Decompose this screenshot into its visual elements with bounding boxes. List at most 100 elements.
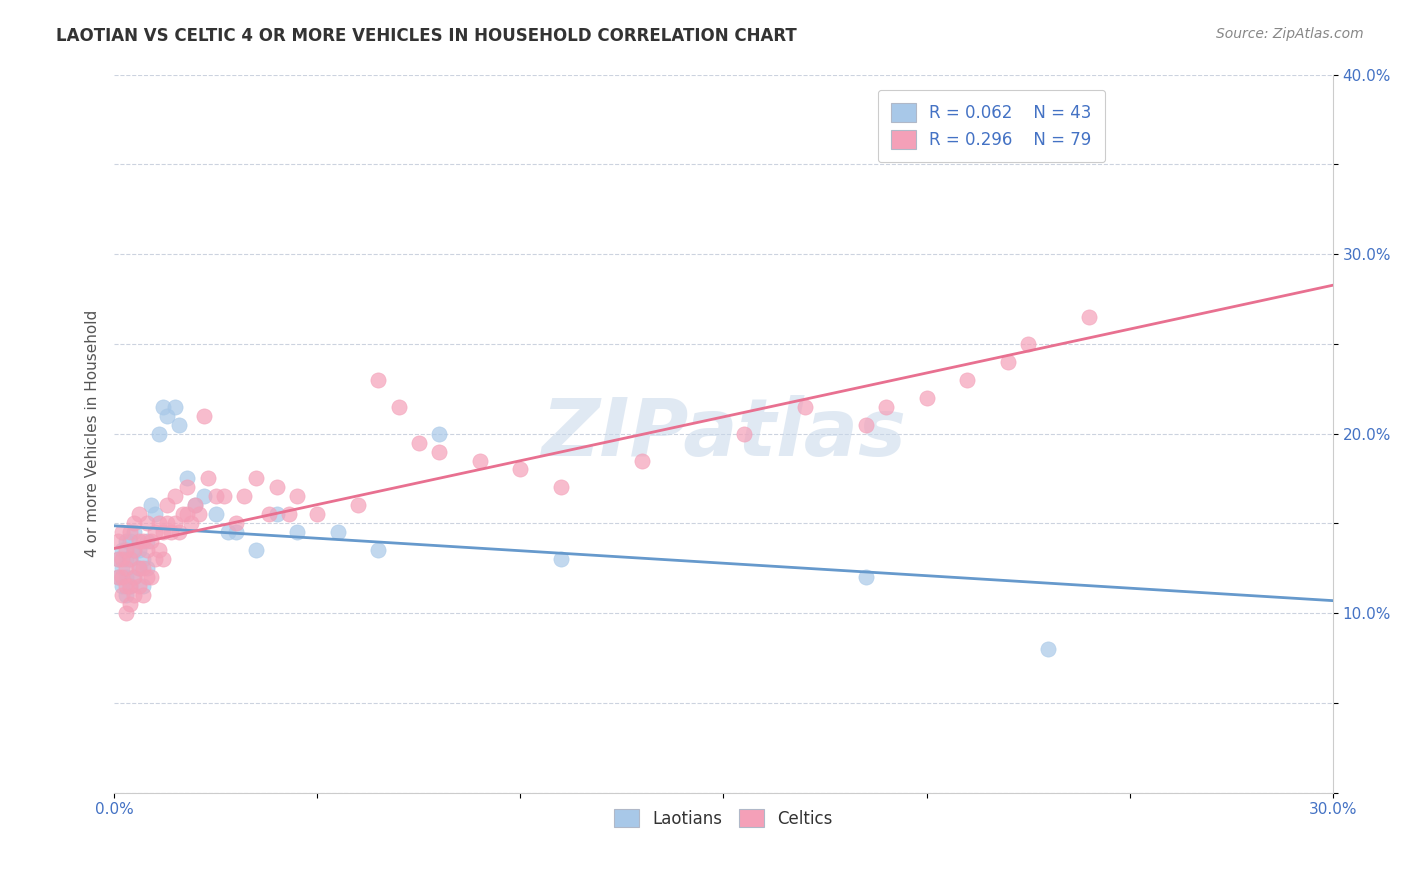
Point [408,435,430,450]
Point [266,480,288,494]
Point [128,561,150,575]
Point [152,525,174,540]
Point [193,490,215,504]
Point [115,570,138,584]
Point [347,499,370,513]
Point [124,525,146,540]
Point [793,400,815,414]
Point [128,561,150,575]
Text: Source: ZipAtlas.com: Source: ZipAtlas.com [1216,27,1364,41]
Point [387,400,409,414]
Point [111,588,134,602]
Point [135,543,157,558]
Point [855,570,877,584]
Point [257,508,280,522]
Point [172,508,194,522]
Point [188,508,211,522]
Point [285,525,308,540]
Point [115,588,138,602]
Point [115,579,138,593]
Text: ZIPatlas: ZIPatlas [541,394,905,473]
Point [160,525,183,540]
Point [107,552,129,566]
Point [115,552,138,566]
Point [550,552,572,566]
Point [139,570,162,584]
Point [124,588,146,602]
Point [152,552,174,566]
Point [307,508,329,522]
Point [120,597,142,611]
Point [875,400,897,414]
Point [107,570,129,584]
Point [193,409,215,423]
Point [111,579,134,593]
Point [120,525,142,540]
Point [143,552,166,566]
Point [184,499,207,513]
Point [204,490,226,504]
Point [225,525,247,540]
Point [277,508,299,522]
Point [107,570,129,584]
Point [139,499,162,513]
Point [135,570,157,584]
Point [124,543,146,558]
Point [128,534,150,549]
Text: LAOTIAN VS CELTIC 4 OR MORE VEHICLES IN HOUSEHOLD CORRELATION CHART: LAOTIAN VS CELTIC 4 OR MORE VEHICLES IN … [56,27,797,45]
Point [135,561,157,575]
Point [139,534,162,549]
Point [115,606,138,620]
Point [165,516,187,531]
Point [197,471,219,485]
Point [143,525,166,540]
Y-axis label: 4 or more Vehicles in Household: 4 or more Vehicles in Household [86,310,100,558]
Point [124,570,146,584]
Point [111,525,134,540]
Point [165,400,187,414]
Point [326,525,349,540]
Point [107,534,129,549]
Point [427,426,450,441]
Point [131,588,153,602]
Point [135,516,157,531]
Point [128,508,150,522]
Point [111,561,134,575]
Point [107,552,129,566]
Point [367,373,389,387]
Point [233,490,256,504]
Point [212,490,235,504]
Point [285,490,308,504]
Point [124,516,146,531]
Point [997,355,1019,369]
Point [217,525,239,540]
Point [111,543,134,558]
Point [120,552,142,566]
Point [120,552,142,566]
Point [855,417,877,432]
Point [111,552,134,566]
Point [1078,310,1101,324]
Point [131,534,153,549]
Point [956,373,979,387]
Point [204,508,226,522]
Point [111,570,134,584]
Point [266,508,288,522]
Point [245,543,267,558]
Point [143,508,166,522]
Point [167,417,190,432]
Point [915,391,938,405]
Point [631,453,654,467]
Point [245,471,267,485]
Point [148,516,170,531]
Point [176,471,198,485]
Point [165,490,187,504]
Point [156,499,179,513]
Point [468,453,491,467]
Point [148,426,170,441]
Point [152,400,174,414]
Point [225,516,247,531]
Point [120,579,142,593]
Point [184,499,207,513]
Point [176,480,198,494]
